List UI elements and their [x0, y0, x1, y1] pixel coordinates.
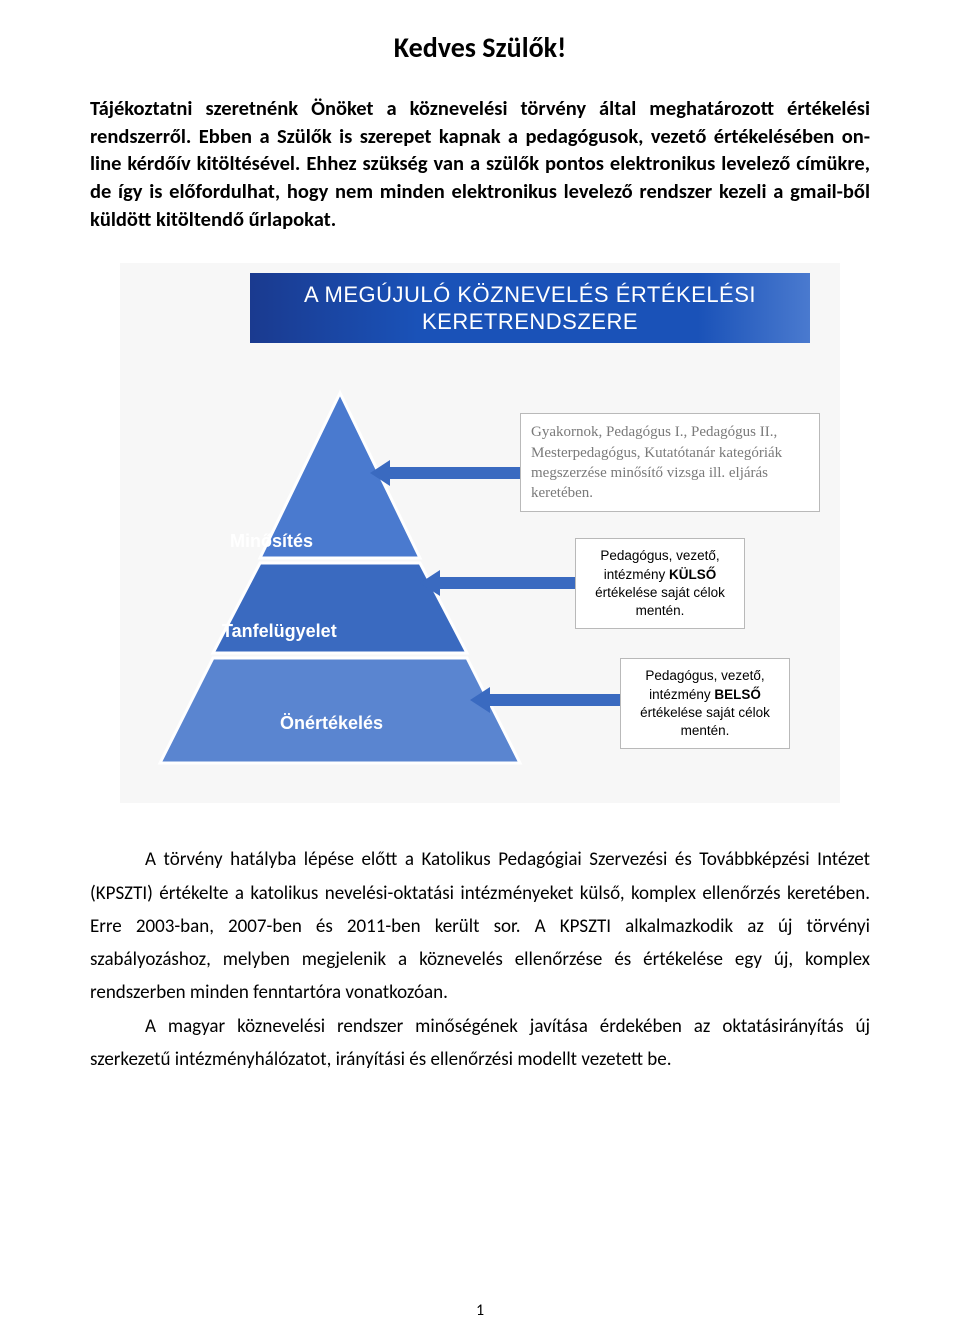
banner-line-2: KERETRENDSZERE: [250, 308, 810, 336]
diagram-banner: A MEGÚJULÓ KÖZNEVELÉS ÉRTÉKELÉSI KERETRE…: [250, 273, 810, 343]
body-text: A törvény hatályba lépése előtt a Katoli…: [90, 843, 870, 1076]
arrow-bot: [470, 685, 625, 715]
callout-2: Pedagógus, vezető, intézmény KÜLSŐ érték…: [575, 538, 745, 629]
arrow-mid: [420, 568, 580, 598]
pyramid-label-mid: Tanfelügyelet: [222, 621, 337, 642]
callout-1: Gyakornok, Pedagógus I., Pedagógus II., …: [520, 413, 820, 512]
banner-line-1: A MEGÚJULÓ KÖZNEVELÉS ÉRTÉKELÉSI: [250, 281, 810, 309]
paragraph-2: A magyar köznevelési rendszer minőségéne…: [90, 1010, 870, 1077]
pyramid-label-bot: Önértékelés: [280, 713, 383, 734]
pyramid-level-bot: [160, 658, 520, 763]
intro-paragraph: Tájékoztatni szeretnénk Önöket a közneve…: [90, 95, 870, 233]
pyramid-label-top: Minősítés: [230, 531, 313, 552]
framework-diagram: A MEGÚJULÓ KÖZNEVELÉS ÉRTÉKELÉSI KERETRE…: [120, 263, 840, 803]
callout-3: Pedagógus, vezető, intézmény BELSŐ érték…: [620, 658, 790, 749]
page-title: Kedves Szülők!: [90, 30, 870, 65]
arrow-top: [370, 458, 525, 488]
paragraph-1: A törvény hatályba lépése előtt a Katoli…: [90, 843, 870, 1009]
page-number: 1: [0, 1301, 960, 1320]
